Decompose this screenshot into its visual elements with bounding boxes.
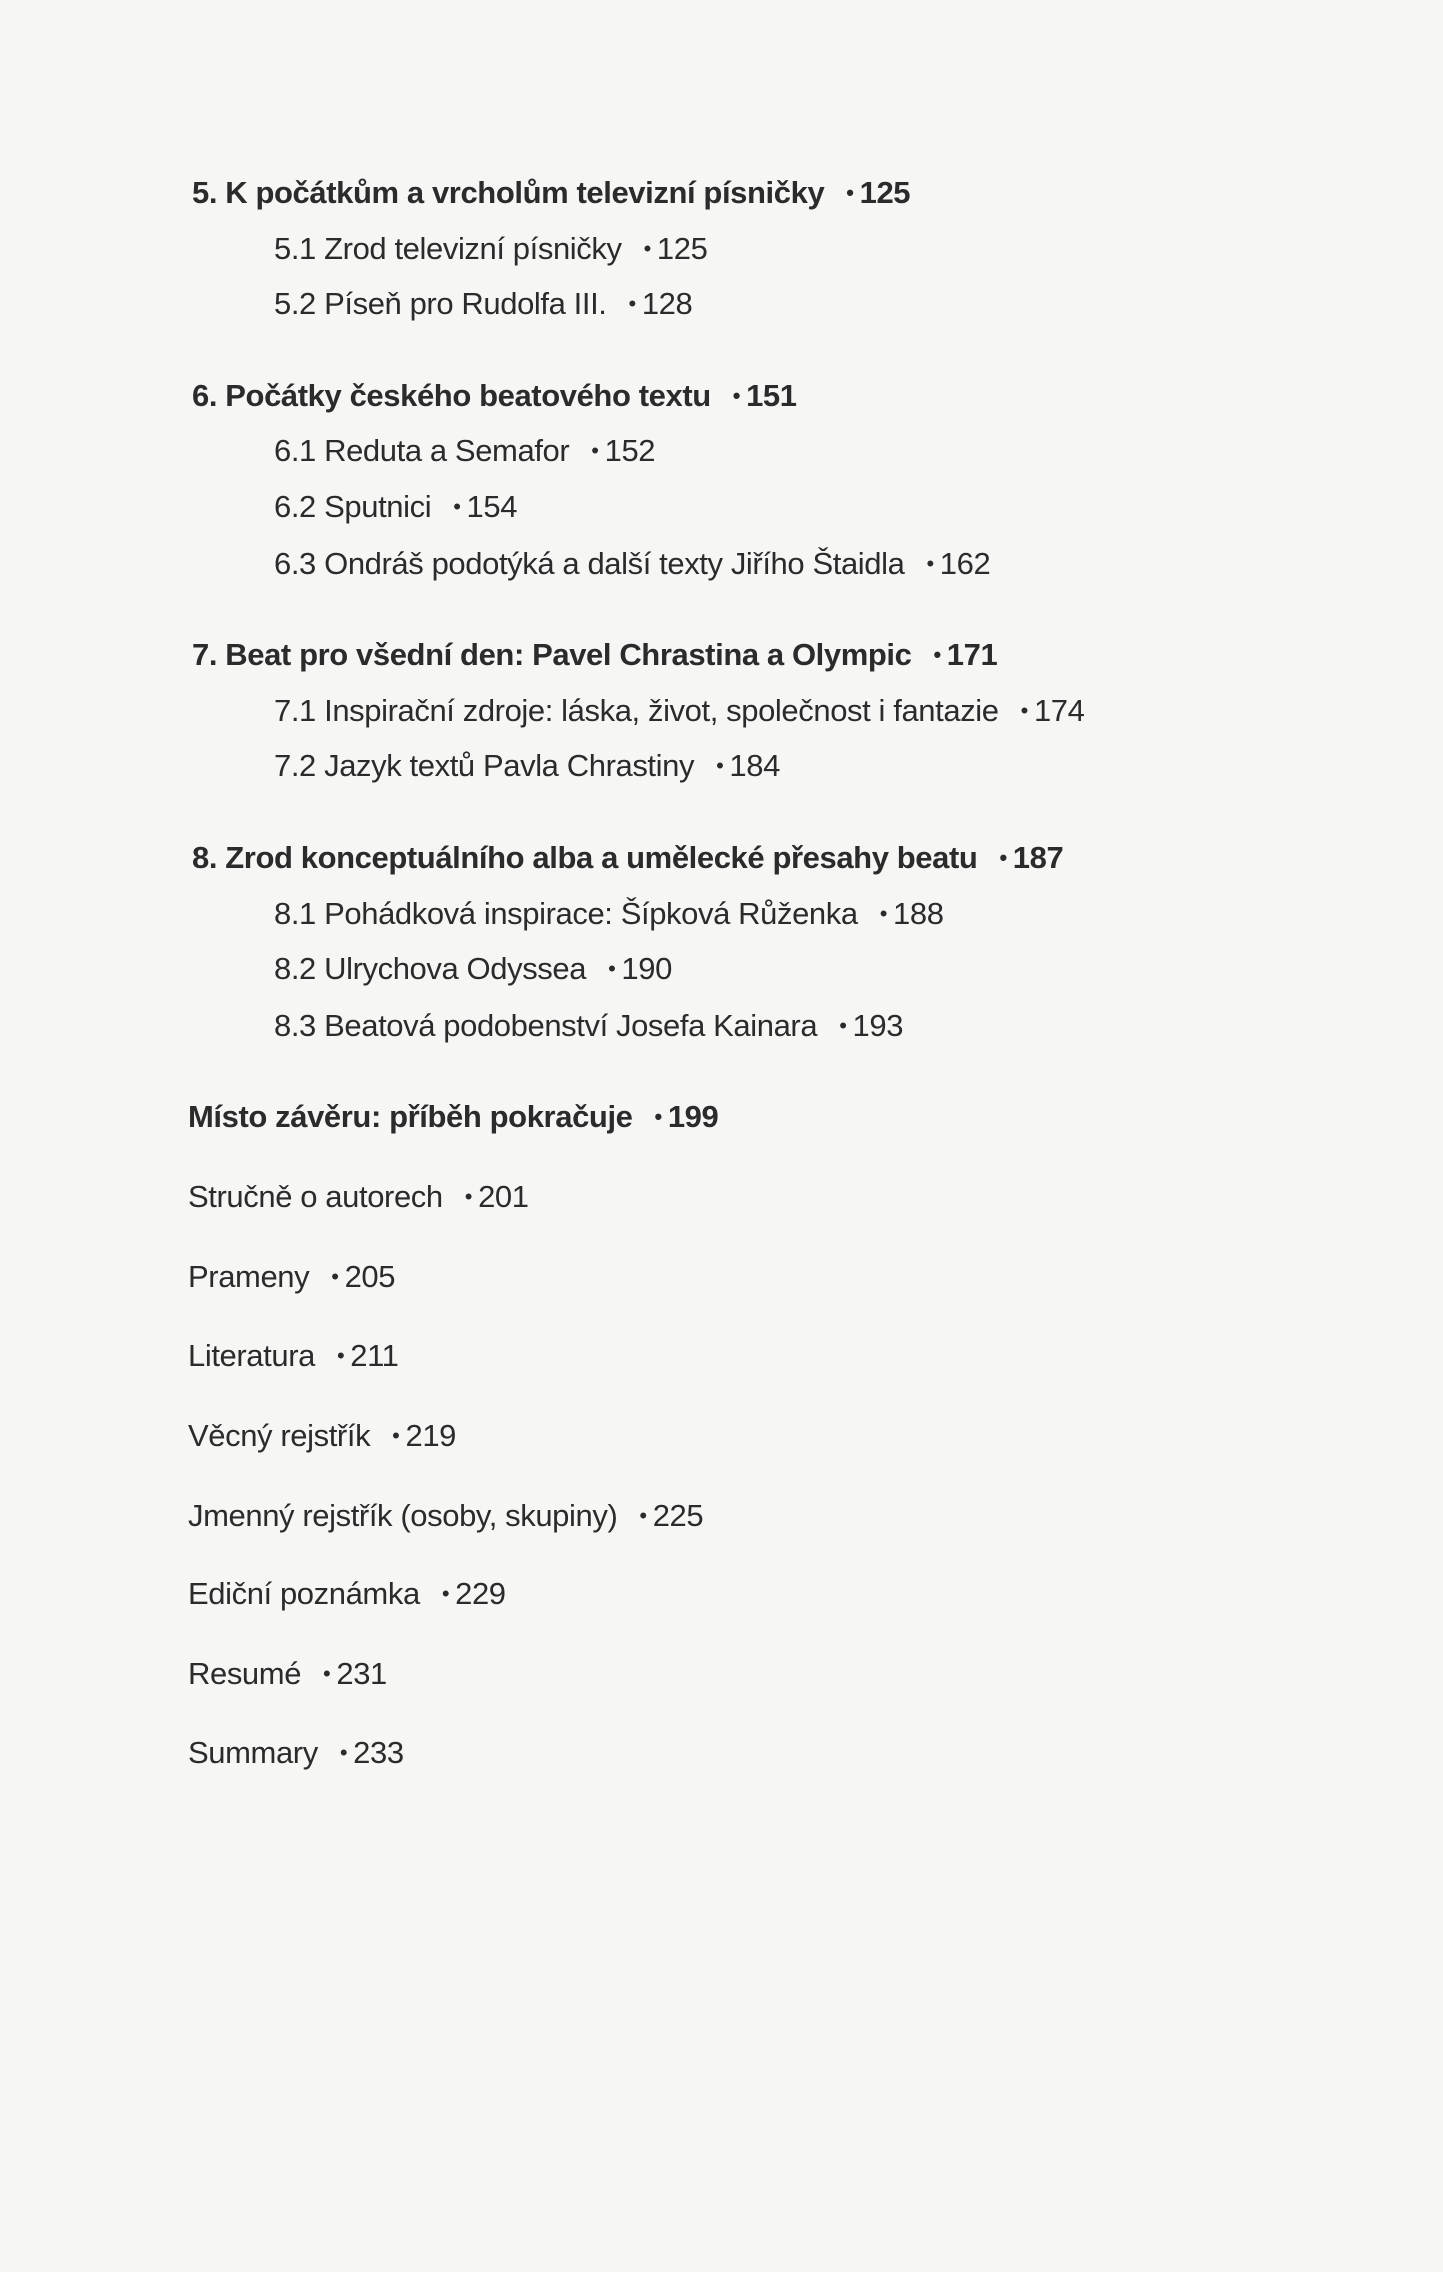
toc-entry-title: 8. Zrod konceptuálního alba a umělecké p… <box>192 840 978 875</box>
toc-entry-page: 190 <box>621 951 672 986</box>
toc-entry: 6.3 Ondráš podotýká a další texty Jiřího… <box>274 544 991 587</box>
toc-entry-page: 219 <box>405 1418 457 1453</box>
bullet-icon: • <box>732 383 741 408</box>
toc-entry-title: 6.1 Reduta a Semafor <box>274 433 570 468</box>
bullet-icon: • <box>323 1661 331 1686</box>
toc-entry: Věcný rejstřík • 219 <box>188 1416 456 1459</box>
toc-entry: 5. K počátkům a vrcholům televizní písni… <box>192 173 911 216</box>
toc-entry-title: 7.2 Jazyk textů Pavla Chrastiny <box>274 748 695 783</box>
toc-entry: Prameny • 205 <box>188 1257 395 1300</box>
toc-entry-title: 8.2 Ulrychova Odyssea <box>274 951 587 986</box>
bullet-icon: • <box>926 551 934 576</box>
bullet-icon: • <box>846 180 854 205</box>
toc-entry: Místo závěru: příběh pokračuje • 199 <box>188 1097 719 1140</box>
bullet-icon: • <box>608 956 616 981</box>
toc-entry: 6.2 Sputnici • 154 <box>274 487 517 530</box>
toc-entry-title: Místo závěru: příběh pokračuje <box>188 1099 633 1134</box>
bullet-icon: • <box>331 1264 339 1289</box>
bullet-icon: • <box>654 1104 663 1129</box>
toc-entry: 5.2 Píseň pro Rudolfa III. • 128 <box>274 284 693 327</box>
toc-entry: 8.3 Beatová podobenství Josefa Kainara • 1… <box>274 1006 903 1049</box>
toc-entry: Resumé • 231 <box>188 1654 387 1697</box>
toc-entry: Literatura • 211 <box>188 1336 399 1379</box>
toc-entry: 8.2 Ulrychova Odyssea • 190 <box>274 949 672 992</box>
toc-entry-title: Prameny <box>188 1259 310 1294</box>
toc-entry-title: Resumé <box>188 1656 302 1691</box>
toc-entry-page: 154 <box>466 489 518 524</box>
toc-entry-page: 231 <box>336 1656 387 1691</box>
bullet-icon: • <box>639 1503 647 1528</box>
bullet-icon: • <box>716 753 724 778</box>
bullet-icon: • <box>392 1423 400 1448</box>
toc-entry-page: 152 <box>604 433 656 468</box>
toc-entry: 6. Počátky českého beatového textu • 151 <box>192 376 797 419</box>
toc-entry-page: 205 <box>344 1259 396 1294</box>
bullet-icon: • <box>879 901 888 926</box>
toc-entry: 6.1 Reduta a Semafor • 152 <box>274 431 656 474</box>
toc-entry-page: 193 <box>852 1008 904 1043</box>
toc-entry-title: 6.2 Sputnici <box>274 489 432 524</box>
toc-entry-title: 6.3 Ondráš podotýká a další texty Jiřího… <box>274 546 905 581</box>
toc-entry-page: 187 <box>1012 840 1064 875</box>
toc-entry-page: 188 <box>893 896 944 931</box>
toc-entry-title: 8.3 Beatová podobenství Josefa Kainara <box>274 1008 818 1043</box>
bullet-icon: • <box>933 642 941 667</box>
toc-entry-title: Ediční poznámka <box>188 1576 420 1611</box>
toc-entry-title: 7. Beat pro všední den: Pavel Chrastina … <box>192 637 912 672</box>
toc-entry-title: 5.1 Zrod televizní písničky <box>274 231 622 266</box>
toc-entry: 8.1 Pohádková inspirace: Šípková Růženka… <box>274 894 944 937</box>
toc-entry: Jmenný rejstřík (osoby, skupiny) • 225 <box>188 1496 704 1539</box>
bullet-icon: • <box>999 845 1007 870</box>
bullet-icon: • <box>441 1581 450 1606</box>
toc-entry-page: 151 <box>746 378 797 413</box>
toc-entry-title: 5.2 Píseň pro Rudolfa III. <box>274 286 607 321</box>
bullet-icon: • <box>839 1013 847 1038</box>
toc-entry: Ediční poznámka • 229 <box>188 1574 506 1617</box>
toc-entry-page: 125 <box>656 231 708 266</box>
toc-entry: 5.1 Zrod televizní písničky • 125 <box>274 229 708 272</box>
toc-entry-page: 184 <box>729 748 780 783</box>
toc-entry-page: 171 <box>946 637 998 672</box>
bullet-icon: • <box>453 494 461 519</box>
toc-entry-title: Věcný rejstřík <box>188 1418 371 1453</box>
bullet-icon: • <box>628 291 637 316</box>
bullet-icon: • <box>464 1184 473 1209</box>
toc-entry: Stručně o autorech • 201 <box>188 1177 529 1220</box>
bullet-icon: • <box>1020 698 1029 723</box>
toc-entry-title: 7.1 Inspirační zdroje: láska, život, spo… <box>274 693 999 728</box>
toc-entry-page: 174 <box>1033 693 1085 728</box>
toc-entry-title: 5. K počátkům a vrcholům televizní písni… <box>192 175 825 210</box>
toc-entry-title: Summary <box>188 1735 318 1770</box>
toc-entry: 8. Zrod konceptuálního alba a umělecké p… <box>192 838 1064 881</box>
bullet-icon: • <box>336 1343 345 1368</box>
toc-entry-page: 211 <box>350 1338 399 1373</box>
bullet-icon: • <box>339 1740 348 1765</box>
toc-entry: 7.2 Jazyk textů Pavla Chrastiny • 184 <box>274 746 780 789</box>
toc-entry: 7.1 Inspirační zdroje: láska, život, spo… <box>274 691 1085 734</box>
toc-entry-title: Jmenný rejstřík (osoby, skupiny) <box>188 1498 618 1533</box>
toc-entry-page: 225 <box>652 1498 704 1533</box>
toc-entry-page: 128 <box>641 286 693 321</box>
toc-entry: Summary • 233 <box>188 1733 404 1776</box>
toc-entry-title: Literatura <box>188 1338 315 1373</box>
toc-entry-page: 162 <box>939 546 991 581</box>
toc-entry-title: 8.1 Pohádková inspirace: Šípková Růženka <box>274 896 858 931</box>
toc-entry: 7. Beat pro všední den: Pavel Chrastina … <box>192 635 998 678</box>
toc-entry-title: 6. Počátky českého beatového textu <box>192 378 711 413</box>
bullet-icon: • <box>591 438 599 463</box>
toc-entry-page: 201 <box>478 1179 529 1214</box>
toc-entry-title: Stručně o autorech <box>188 1179 443 1214</box>
toc-entry-page: 199 <box>667 1099 719 1134</box>
toc-entry-page: 233 <box>353 1735 404 1770</box>
toc-entry-page: 229 <box>455 1576 506 1611</box>
toc-entry-page: 125 <box>859 175 911 210</box>
bullet-icon: • <box>643 236 652 261</box>
